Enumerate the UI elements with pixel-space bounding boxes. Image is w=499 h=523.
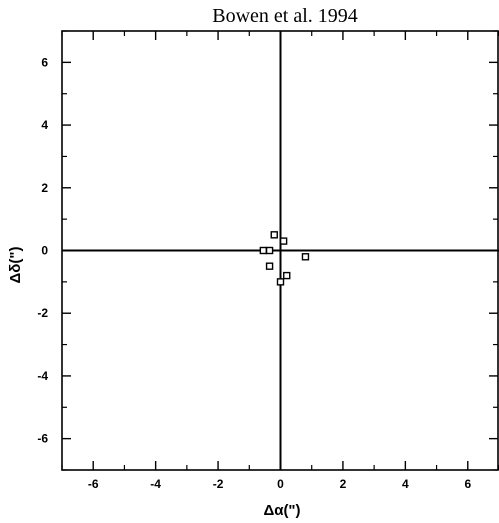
- x-tick-label: 2: [340, 477, 347, 491]
- x-tick-label: 6: [464, 477, 471, 491]
- x-tick-label: -6: [88, 477, 99, 491]
- x-tick-label: -2: [213, 477, 224, 491]
- x-tick-label: 4: [402, 477, 409, 491]
- y-tick-label: 4: [41, 118, 48, 132]
- y-tick-label: 2: [41, 181, 48, 195]
- y-tick-label: 0: [41, 244, 48, 258]
- data-point: [265, 262, 274, 270]
- data-point: [270, 231, 278, 239]
- y-tick-label: 6: [41, 55, 48, 69]
- x-tick-label: 0: [277, 477, 284, 491]
- y-tick-label: -2: [37, 306, 48, 320]
- y-tick-label: -6: [37, 432, 48, 446]
- data-point: [279, 237, 288, 245]
- y-axis-label: Δδ("): [7, 247, 24, 284]
- x-axis-label: Δα("): [263, 502, 300, 519]
- x-tick-label: -4: [150, 477, 161, 491]
- reference-lines: [62, 31, 499, 470]
- y-tick-label: -4: [37, 369, 48, 383]
- data-point: [265, 246, 274, 255]
- data-point: [259, 246, 268, 255]
- data-point: [276, 278, 285, 286]
- data-points: [259, 231, 310, 286]
- chart-title: Bowen et al. 1994: [212, 5, 358, 27]
- data-point: [301, 253, 310, 261]
- data-point: [283, 271, 291, 280]
- x-ticks: -6 -4 -2 0 2 4 6: [61, 31, 499, 491]
